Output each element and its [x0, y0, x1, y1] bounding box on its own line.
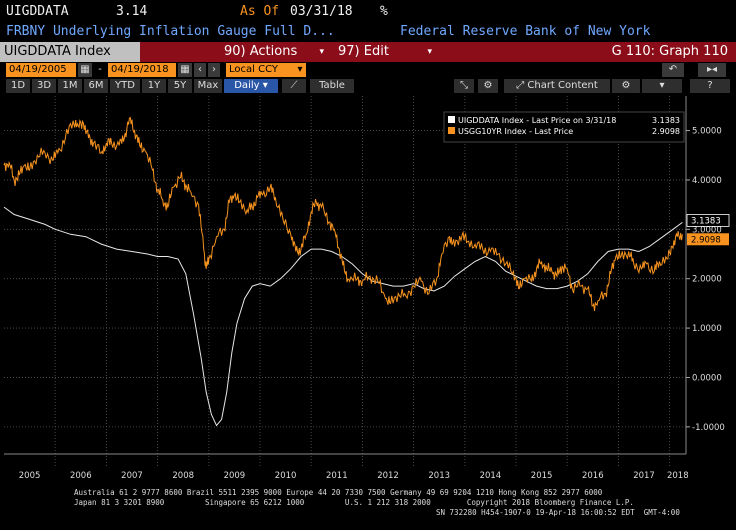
frequency-select[interactable]: Daily ▾ [224, 79, 278, 93]
date-separator: - [94, 63, 106, 77]
x-tick-label: 2012 [377, 471, 399, 481]
series-line-uigddata [3, 206, 683, 427]
collapse-icon[interactable]: ⤡ [454, 79, 474, 93]
x-tick-label: 2017 [633, 471, 655, 481]
y-axis: -1.0000 0.0000 1.0000 2.0000 3.0000 4.0000 5.0… [685, 96, 725, 454]
y-tick-label: 3.0000 [692, 225, 722, 235]
as-of-label: As Of [240, 4, 280, 19]
last-label-uig: 3.1383 [691, 216, 721, 226]
footer: Australia 61 2 9777 8600 Brazil 5511 239… [0, 486, 736, 530]
chevron-down-icon: ▾ [427, 47, 432, 57]
line-chart-icon[interactable]: ⟋ [282, 79, 306, 93]
legend-entry-value: 2.9098 [652, 127, 680, 136]
data-source: Federal Reserve Bank of New York [400, 24, 651, 39]
range-6m[interactable]: 6M [84, 79, 108, 93]
undo-icon[interactable]: ↶ [662, 63, 684, 77]
gear-icon[interactable]: ⚙ [612, 79, 640, 93]
x-tick-label: 2016 [582, 471, 604, 481]
y-tick-label: 1.0000 [692, 324, 722, 334]
edit-button[interactable]: 97) Edit ▾ [332, 42, 436, 62]
x-tick-label: 2006 [70, 471, 92, 481]
y-tick-label: -1.0000 [692, 423, 725, 433]
chart-content-icon: ⤢ [516, 80, 528, 91]
range-5y[interactable]: 5Y [168, 79, 192, 93]
range-ytd[interactable]: YTD [110, 79, 140, 93]
x-tick-label: 2011 [326, 471, 348, 481]
range-1d[interactable]: 1D [6, 79, 30, 93]
legend-box [443, 111, 685, 143]
footer-serial: SN 732280 H454-1907-0 19-Apr-18 16:00:52… [436, 508, 680, 517]
footer-contacts-2: Japan 81 3 3201 8900 Singapore 65 6212 1… [74, 498, 634, 507]
gridlines [4, 96, 686, 468]
last-value: 3.14 [116, 4, 148, 19]
security-description: FRBNY Underlying Inflation Gauge Full D.… [0, 22, 736, 42]
range-bar: 1D 3D 1M 6M YTD 1Y 5Y Max Daily ▾ ⟋ Tabl… [0, 78, 736, 94]
calendar-icon[interactable]: ▦ [78, 63, 92, 77]
next-arrow-icon[interactable]: › [208, 63, 220, 77]
as-of-date: 03/31/18 [290, 4, 353, 19]
start-date-field[interactable]: 04/19/2005 [6, 63, 76, 77]
legend-swatch [448, 127, 455, 134]
chevron-down-icon[interactable]: ▾ [294, 63, 306, 77]
legend-entry-value: 3.1383 [652, 116, 680, 125]
last-label-ust: 2.9098 [691, 235, 721, 245]
chevron-down-icon: ▾ [319, 47, 324, 57]
x-tick-label: 2007 [121, 471, 143, 481]
security-header: UIGDDATA 3.14 As Of 03/31/18 % [0, 0, 736, 22]
x-tick-label: 2018 [667, 471, 689, 481]
x-tick-label: 2008 [172, 471, 194, 481]
x-tick-label: 2010 [275, 471, 297, 481]
legend-swatch [448, 116, 455, 123]
prev-arrow-icon[interactable]: ‹ [194, 63, 206, 77]
actions-button[interactable]: 90) Actions ▾ [218, 42, 328, 62]
line-chart[interactable]: 2005 2006 2007 2008 2009 2010 2011 2012 2013 2014… [0, 96, 736, 486]
range-1y[interactable]: 1Y [142, 79, 166, 93]
legend-entry-name: UIGDDATA Index - Last Price on 3/31/18 [458, 116, 616, 125]
x-tick-label: 2009 [224, 471, 246, 481]
y-tick-label: 2.0000 [692, 275, 722, 285]
end-date-field[interactable]: 04/19/2018 [108, 63, 176, 77]
last-label-uig-box [686, 214, 730, 227]
footer-contacts: Australia 61 2 9777 8600 Brazil 5511 239… [74, 488, 603, 497]
x-axis: 2005 2006 2007 2008 2009 2010 2011 2012 2013 2014… [4, 453, 689, 481]
last-value-labels: 3.1383 2.9098 [686, 214, 730, 246]
ticker: UIGDDATA [6, 4, 69, 19]
dropdown-button[interactable]: ▾ [642, 79, 682, 93]
legend-entry-name: USGG10YR Index - Last Price [458, 127, 573, 136]
expand-icon[interactable]: ▸◂ [698, 63, 726, 77]
last-label-ust-box [687, 233, 729, 246]
range-1m[interactable]: 1M [58, 79, 82, 93]
y-tick-label: 5.0000 [692, 127, 722, 137]
settings-icon[interactable]: ⚙ [478, 79, 498, 93]
unit: % [380, 4, 388, 19]
help-icon[interactable]: ? [690, 79, 730, 93]
range-max[interactable]: Max [194, 79, 222, 93]
graph-label: G 110: Graph 110 [436, 42, 736, 62]
security-field[interactable]: UIGDDATA Index [0, 42, 140, 62]
security-name: FRBNY Underlying Inflation Gauge Full D.… [6, 24, 335, 39]
series-line-usgg10yr [3, 116, 683, 312]
y-tick-label: 0.0000 [692, 373, 722, 383]
date-controls: 04/19/2005 ▦ - 04/19/2018 ▦ ‹ › Local CC… [0, 62, 736, 78]
x-tick-label: 2015 [531, 471, 553, 481]
x-tick-label: 2014 [480, 471, 502, 481]
y-tick-label: 4.0000 [692, 176, 722, 186]
x-tick-label: 2013 [428, 471, 450, 481]
legend: UIGDDATA Index - Last Price on 3/31/18 3.… [443, 111, 685, 143]
x-tick-label: 2005 [19, 471, 41, 481]
main-toolbar: UIGDDATA Index 90) Actions ▾ 97) Edit ▾ … [0, 42, 736, 62]
calendar-icon[interactable]: ▦ [178, 63, 192, 77]
range-3d[interactable]: 3D [32, 79, 56, 93]
currency-select[interactable]: Local CCY [226, 63, 294, 77]
table-button[interactable]: Table [310, 79, 354, 93]
series-lines [3, 116, 683, 427]
chart-content-button[interactable]: ⤢ Chart Content [504, 79, 610, 93]
